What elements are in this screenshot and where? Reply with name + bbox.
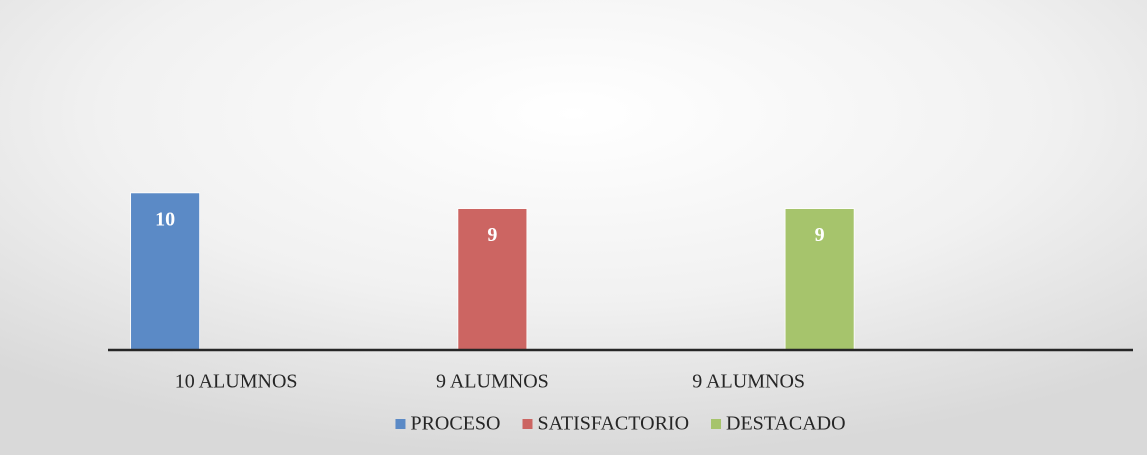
legend-swatch: [711, 419, 722, 429]
data-label: 9: [487, 224, 497, 246]
legend-label: PROCESO: [410, 413, 500, 435]
bar: [130, 192, 201, 351]
x-tick-label: 10 ALUMNOS: [175, 371, 298, 393]
legend-swatch: [522, 419, 533, 429]
data-label: 9: [815, 224, 825, 246]
legend-label: SATISFACTORIO: [538, 413, 690, 435]
bar: [457, 208, 528, 351]
x-tick-label: 9 ALUMNOS: [692, 371, 805, 393]
legend-label: DESTACADO: [726, 413, 846, 435]
legend-swatch: [395, 419, 406, 429]
data-label: 10: [155, 208, 175, 230]
x-tick-label: 9 ALUMNOS: [436, 371, 549, 393]
bar: [784, 208, 855, 351]
